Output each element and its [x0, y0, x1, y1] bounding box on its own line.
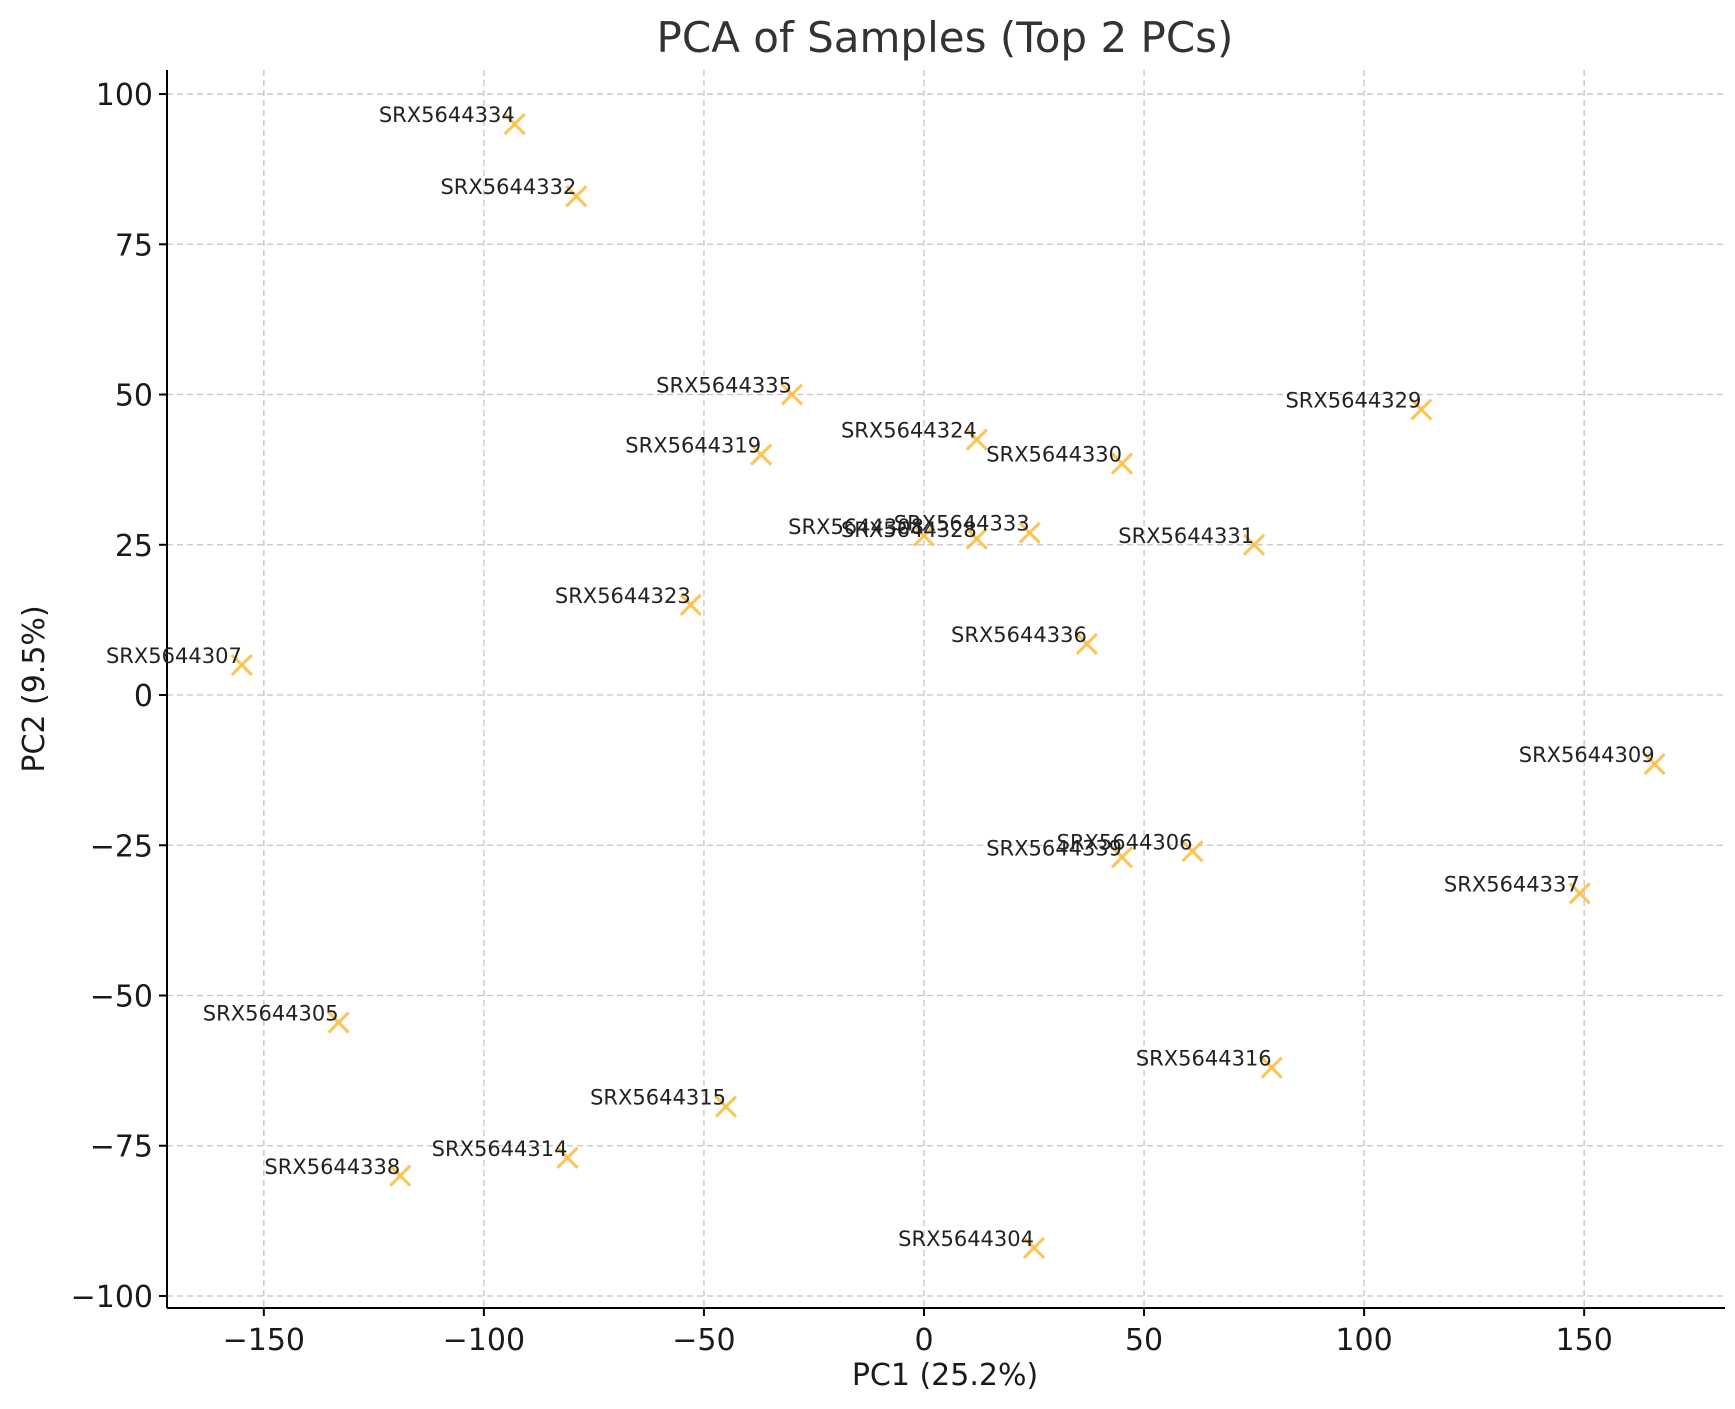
- data-point-marker: [1110, 846, 1134, 869]
- data-point-marker: [714, 1095, 738, 1118]
- y-axis-ticks: −100 −75 −50 −25 0 25 50 75 100: [71, 78, 167, 1315]
- data-point-label: SRX5644335: [656, 374, 792, 398]
- y-tick-label: 50: [115, 379, 153, 414]
- data-point-label: SRX5644329: [1285, 389, 1421, 413]
- y-axis-title: PC2 (9.5%): [17, 605, 52, 772]
- axes: [166, 70, 1725, 1309]
- data-point-label: SRX5644323: [555, 584, 691, 608]
- data-point-marker: [1260, 1056, 1283, 1079]
- data-point-label: SRX5644319: [625, 434, 761, 458]
- data-point-marker: [780, 383, 804, 406]
- data-point-label: SRX5644337: [1444, 872, 1580, 896]
- x-tick-label: −50: [672, 1323, 735, 1358]
- data-point-marker: [230, 653, 253, 677]
- x-tick-label: −100: [443, 1323, 525, 1358]
- data-point-label: SRX5644314: [432, 1137, 568, 1161]
- data-point-label: SRX5644304: [898, 1227, 1034, 1251]
- data-point-marker: [912, 524, 936, 547]
- x-tick-label: 50: [1125, 1323, 1163, 1358]
- data-point-marker: [556, 1146, 579, 1169]
- data-point-label: SRX5644336: [951, 623, 1087, 647]
- y-tick-label: 25: [115, 529, 153, 564]
- data-point-marker: [1110, 452, 1134, 475]
- y-tick-label: 75: [115, 228, 153, 263]
- data-point-marker: [1242, 533, 1266, 556]
- data-point-marker: [1075, 632, 1098, 656]
- data-point-marker: [679, 593, 702, 616]
- x-axis-title: PC1 (25.2%): [852, 1358, 1038, 1393]
- x-tick-label: 0: [914, 1323, 933, 1358]
- data-point-marker: [389, 1164, 412, 1187]
- data-point-label: SRX5644338: [264, 1155, 400, 1179]
- data-point-label: SRX5644308: [788, 515, 924, 539]
- data-point-marker: [965, 527, 988, 550]
- chart-title: PCA of Samples (Top 2 PCs): [657, 13, 1234, 62]
- y-tick-label: 0: [134, 679, 153, 714]
- data-point-marker: [1568, 882, 1591, 905]
- x-tick-label: −150: [223, 1323, 305, 1358]
- data-point-marker: [965, 428, 988, 451]
- data-point-label: SRX5644331: [1118, 524, 1254, 548]
- data-point-label: SRX5644328: [841, 518, 977, 542]
- data-point-marker: [1643, 752, 1666, 776]
- data-point-label: SRX5644309: [1519, 743, 1655, 767]
- y-tick-label: −25: [90, 829, 153, 864]
- data-point-label: SRX5644339: [986, 836, 1122, 860]
- data-point-label: SRX5644305: [203, 1002, 339, 1026]
- data-point-label: SRX5644315: [590, 1086, 726, 1110]
- grid-lines: [167, 70, 1725, 1308]
- data-point-marker: [565, 185, 588, 208]
- x-tick-label: 100: [1335, 1323, 1392, 1358]
- data-point-marker: [503, 112, 526, 136]
- data-point-marker: [750, 443, 773, 466]
- data-point-label: SRX5644306: [1057, 830, 1193, 854]
- data-point-label: SRX5644332: [440, 175, 576, 199]
- data-point-label: SRX5644307: [106, 644, 242, 668]
- data-point-marker: [1018, 521, 1041, 544]
- data-point-labels: SRX5644334 SRX5644332 SRX5644335 SRX5644319…: [106, 103, 1655, 1251]
- data-points: [230, 112, 1666, 1260]
- data-point-label: SRX5644333: [894, 512, 1030, 536]
- y-tick-label: −75: [90, 1130, 153, 1165]
- data-point-marker: [1022, 1236, 1046, 1260]
- data-point-marker: [327, 1011, 350, 1034]
- x-axis-ticks: −150 −100 −50 0 50 100 150: [223, 1308, 1613, 1358]
- data-point-label: SRX5644316: [1136, 1047, 1272, 1071]
- data-point-label: SRX5644324: [841, 419, 977, 443]
- x-tick-label: 150: [1556, 1323, 1613, 1358]
- data-point-label: SRX5644334: [379, 103, 515, 127]
- y-tick-label: −100: [71, 1280, 153, 1315]
- data-point-marker: [1181, 840, 1204, 863]
- data-point-label: SRX5644330: [986, 443, 1122, 467]
- data-point-marker: [1410, 398, 1433, 421]
- y-tick-label: −50: [90, 979, 153, 1014]
- y-tick-label: 100: [96, 78, 153, 113]
